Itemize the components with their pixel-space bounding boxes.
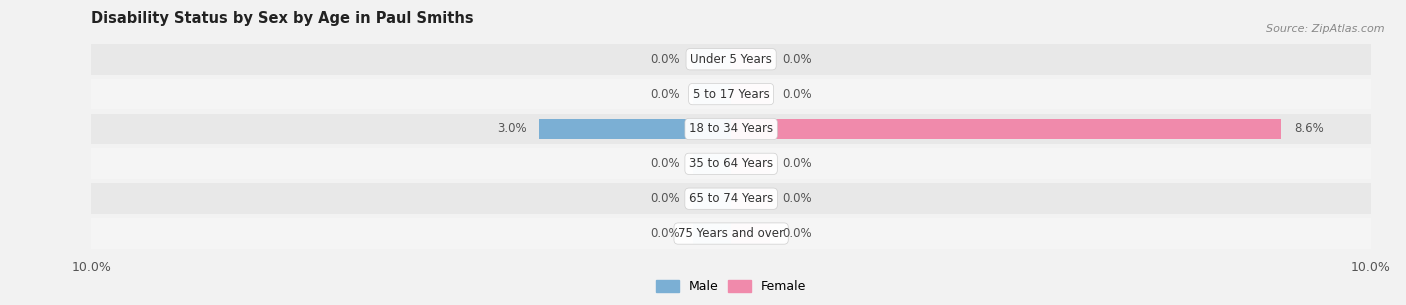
Text: Under 5 Years: Under 5 Years: [690, 53, 772, 66]
Text: 0.0%: 0.0%: [651, 192, 681, 205]
Bar: [91, 114, 1371, 144]
Bar: [693, 84, 731, 104]
Text: 0.0%: 0.0%: [782, 227, 811, 240]
Bar: [693, 49, 731, 69]
Text: 0.0%: 0.0%: [651, 53, 681, 66]
Bar: [731, 84, 769, 104]
Text: 0.0%: 0.0%: [782, 53, 811, 66]
Bar: [731, 154, 769, 174]
Bar: [91, 183, 1371, 214]
Bar: [731, 224, 769, 244]
Text: 75 Years and over: 75 Years and over: [678, 227, 785, 240]
Text: Source: ZipAtlas.com: Source: ZipAtlas.com: [1267, 24, 1385, 34]
Bar: [538, 119, 731, 139]
Bar: [693, 188, 731, 209]
Text: 5 to 17 Years: 5 to 17 Years: [693, 88, 769, 101]
Bar: [91, 44, 1371, 75]
Bar: [693, 224, 731, 244]
Text: 18 to 34 Years: 18 to 34 Years: [689, 123, 773, 135]
Bar: [91, 149, 1371, 179]
Bar: [731, 119, 1281, 139]
Text: 8.6%: 8.6%: [1294, 123, 1324, 135]
Text: 65 to 74 Years: 65 to 74 Years: [689, 192, 773, 205]
Bar: [91, 218, 1371, 249]
Text: 35 to 64 Years: 35 to 64 Years: [689, 157, 773, 170]
Text: 0.0%: 0.0%: [782, 192, 811, 205]
Text: 0.0%: 0.0%: [782, 88, 811, 101]
Bar: [693, 154, 731, 174]
Text: 0.0%: 0.0%: [651, 227, 681, 240]
Text: 0.0%: 0.0%: [651, 157, 681, 170]
Bar: [731, 49, 769, 69]
Legend: Male, Female: Male, Female: [651, 275, 811, 298]
Text: Disability Status by Sex by Age in Paul Smiths: Disability Status by Sex by Age in Paul …: [91, 11, 474, 26]
Text: 0.0%: 0.0%: [782, 157, 811, 170]
Text: 0.0%: 0.0%: [651, 88, 681, 101]
Bar: [731, 188, 769, 209]
Text: 3.0%: 3.0%: [496, 123, 526, 135]
Bar: [91, 79, 1371, 109]
